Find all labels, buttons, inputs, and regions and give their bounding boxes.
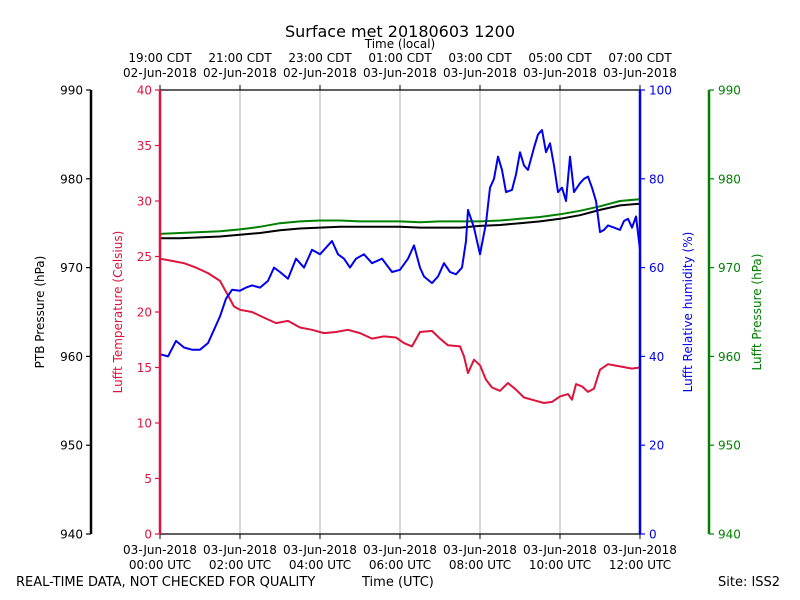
ptb-tick-label: 960 [60, 350, 83, 364]
ptb-tick-label: 940 [60, 528, 83, 542]
x-tick-label-time: 12:00 UTC [609, 558, 671, 572]
lufft_p-tick-label: 950 [718, 439, 741, 453]
x-axis-label: Time (UTC) [362, 575, 434, 590]
x2-tick-label-time: 21:00 CDT [208, 51, 272, 65]
x-tick-label-time: 00:00 UTC [129, 558, 191, 572]
temp-tick-label: 10 [137, 417, 152, 431]
lufft_p-tick-label: 970 [718, 261, 741, 275]
x2-tick-label-date: 02-Jun-2018 [283, 66, 357, 80]
x2-tick-label-time: 03:00 CDT [448, 51, 512, 65]
x-tick-label-date: 03-Jun-2018 [123, 543, 197, 557]
x2-tick-label-time: 07:00 CDT [608, 51, 672, 65]
x-tick-label-time: 02:00 UTC [209, 558, 271, 572]
x2-tick-label-time: 05:00 CDT [528, 51, 592, 65]
ptb-tick-label: 950 [60, 439, 83, 453]
x2-tick-label-time: 23:00 CDT [288, 51, 352, 65]
gridlines [239, 90, 561, 534]
x2-tick-label-time: 01:00 CDT [368, 51, 432, 65]
rh-tick-label: 100 [649, 84, 672, 98]
x2-tick-label-date: 03-Jun-2018 [363, 66, 437, 80]
rh-tick-label: 60 [649, 261, 664, 275]
x2-tick-label-date: 03-Jun-2018 [443, 66, 517, 80]
x2-tick-label-date: 02-Jun-2018 [203, 66, 277, 80]
x-tick-label-date: 03-Jun-2018 [603, 543, 677, 557]
temp-tick-label: 20 [137, 306, 152, 320]
x2-tick-label-time: 19:00 CDT [128, 51, 192, 65]
x2-axis-label: Time (local) [364, 37, 436, 51]
ptb-tick-label: 980 [60, 172, 83, 186]
rh-tick-label: 80 [649, 172, 664, 186]
series-lufft_p-line [159, 198, 641, 235]
rh-tick-label: 40 [649, 350, 664, 364]
quality-disclaimer: REAL-TIME DATA, NOT CHECKED FOR QUALITY [16, 575, 316, 590]
x-tick-label-date: 03-Jun-2018 [203, 543, 277, 557]
x-tick-label-time: 08:00 UTC [449, 558, 511, 572]
ptb-axis-title: PTB Pressure (hPa) [33, 256, 47, 369]
axes [86, 85, 714, 539]
series-ptb-line [160, 202, 641, 240]
x-tick-label-date: 03-Jun-2018 [443, 543, 517, 557]
rh-tick-label: 0 [649, 528, 657, 542]
x2-tick-label-date: 02-Jun-2018 [123, 66, 197, 80]
x-tick-label-time: 04:00 UTC [289, 558, 351, 572]
temp-tick-label: 30 [137, 195, 152, 209]
x-tick-label-time: 06:00 UTC [369, 558, 431, 572]
temp-axis-title: Lufft Temperature (Celsius) [111, 231, 125, 394]
ptb-tick-label: 970 [60, 261, 83, 275]
x-tick-label-time: 10:00 UTC [529, 558, 591, 572]
x2-tick-label-date: 03-Jun-2018 [523, 66, 597, 80]
x-tick-label-date: 03-Jun-2018 [523, 543, 597, 557]
temp-tick-label: 5 [144, 472, 152, 486]
temp-tick-label: 15 [137, 361, 152, 375]
lufft_p-tick-label: 990 [718, 84, 741, 98]
x-tick-label-date: 03-Jun-2018 [363, 543, 437, 557]
series-temp-line [159, 257, 641, 404]
lufft_p-axis-title: Lufft Pressure (hPa) [750, 254, 764, 371]
temp-tick-label: 25 [137, 250, 152, 264]
temp-tick-label: 0 [144, 528, 152, 542]
series-rh-line [159, 129, 641, 358]
lufft_p-tick-label: 960 [718, 350, 741, 364]
series-lines [159, 129, 641, 404]
rh-tick-label: 20 [649, 439, 664, 453]
site-label: Site: ISS2 [718, 575, 781, 590]
chart-title: Surface met 20180603 1200 [285, 22, 515, 41]
temp-tick-label: 35 [137, 139, 152, 153]
temp-tick-label: 40 [137, 84, 152, 98]
lufft_p-tick-label: 980 [718, 172, 741, 186]
x-tick-label-date: 03-Jun-2018 [283, 543, 357, 557]
rh-axis-title: Lufft Relative humidity (%) [681, 232, 695, 393]
ptb-tick-label: 990 [60, 84, 83, 98]
x2-tick-label-date: 03-Jun-2018 [603, 66, 677, 80]
lufft_p-tick-label: 940 [718, 528, 741, 542]
